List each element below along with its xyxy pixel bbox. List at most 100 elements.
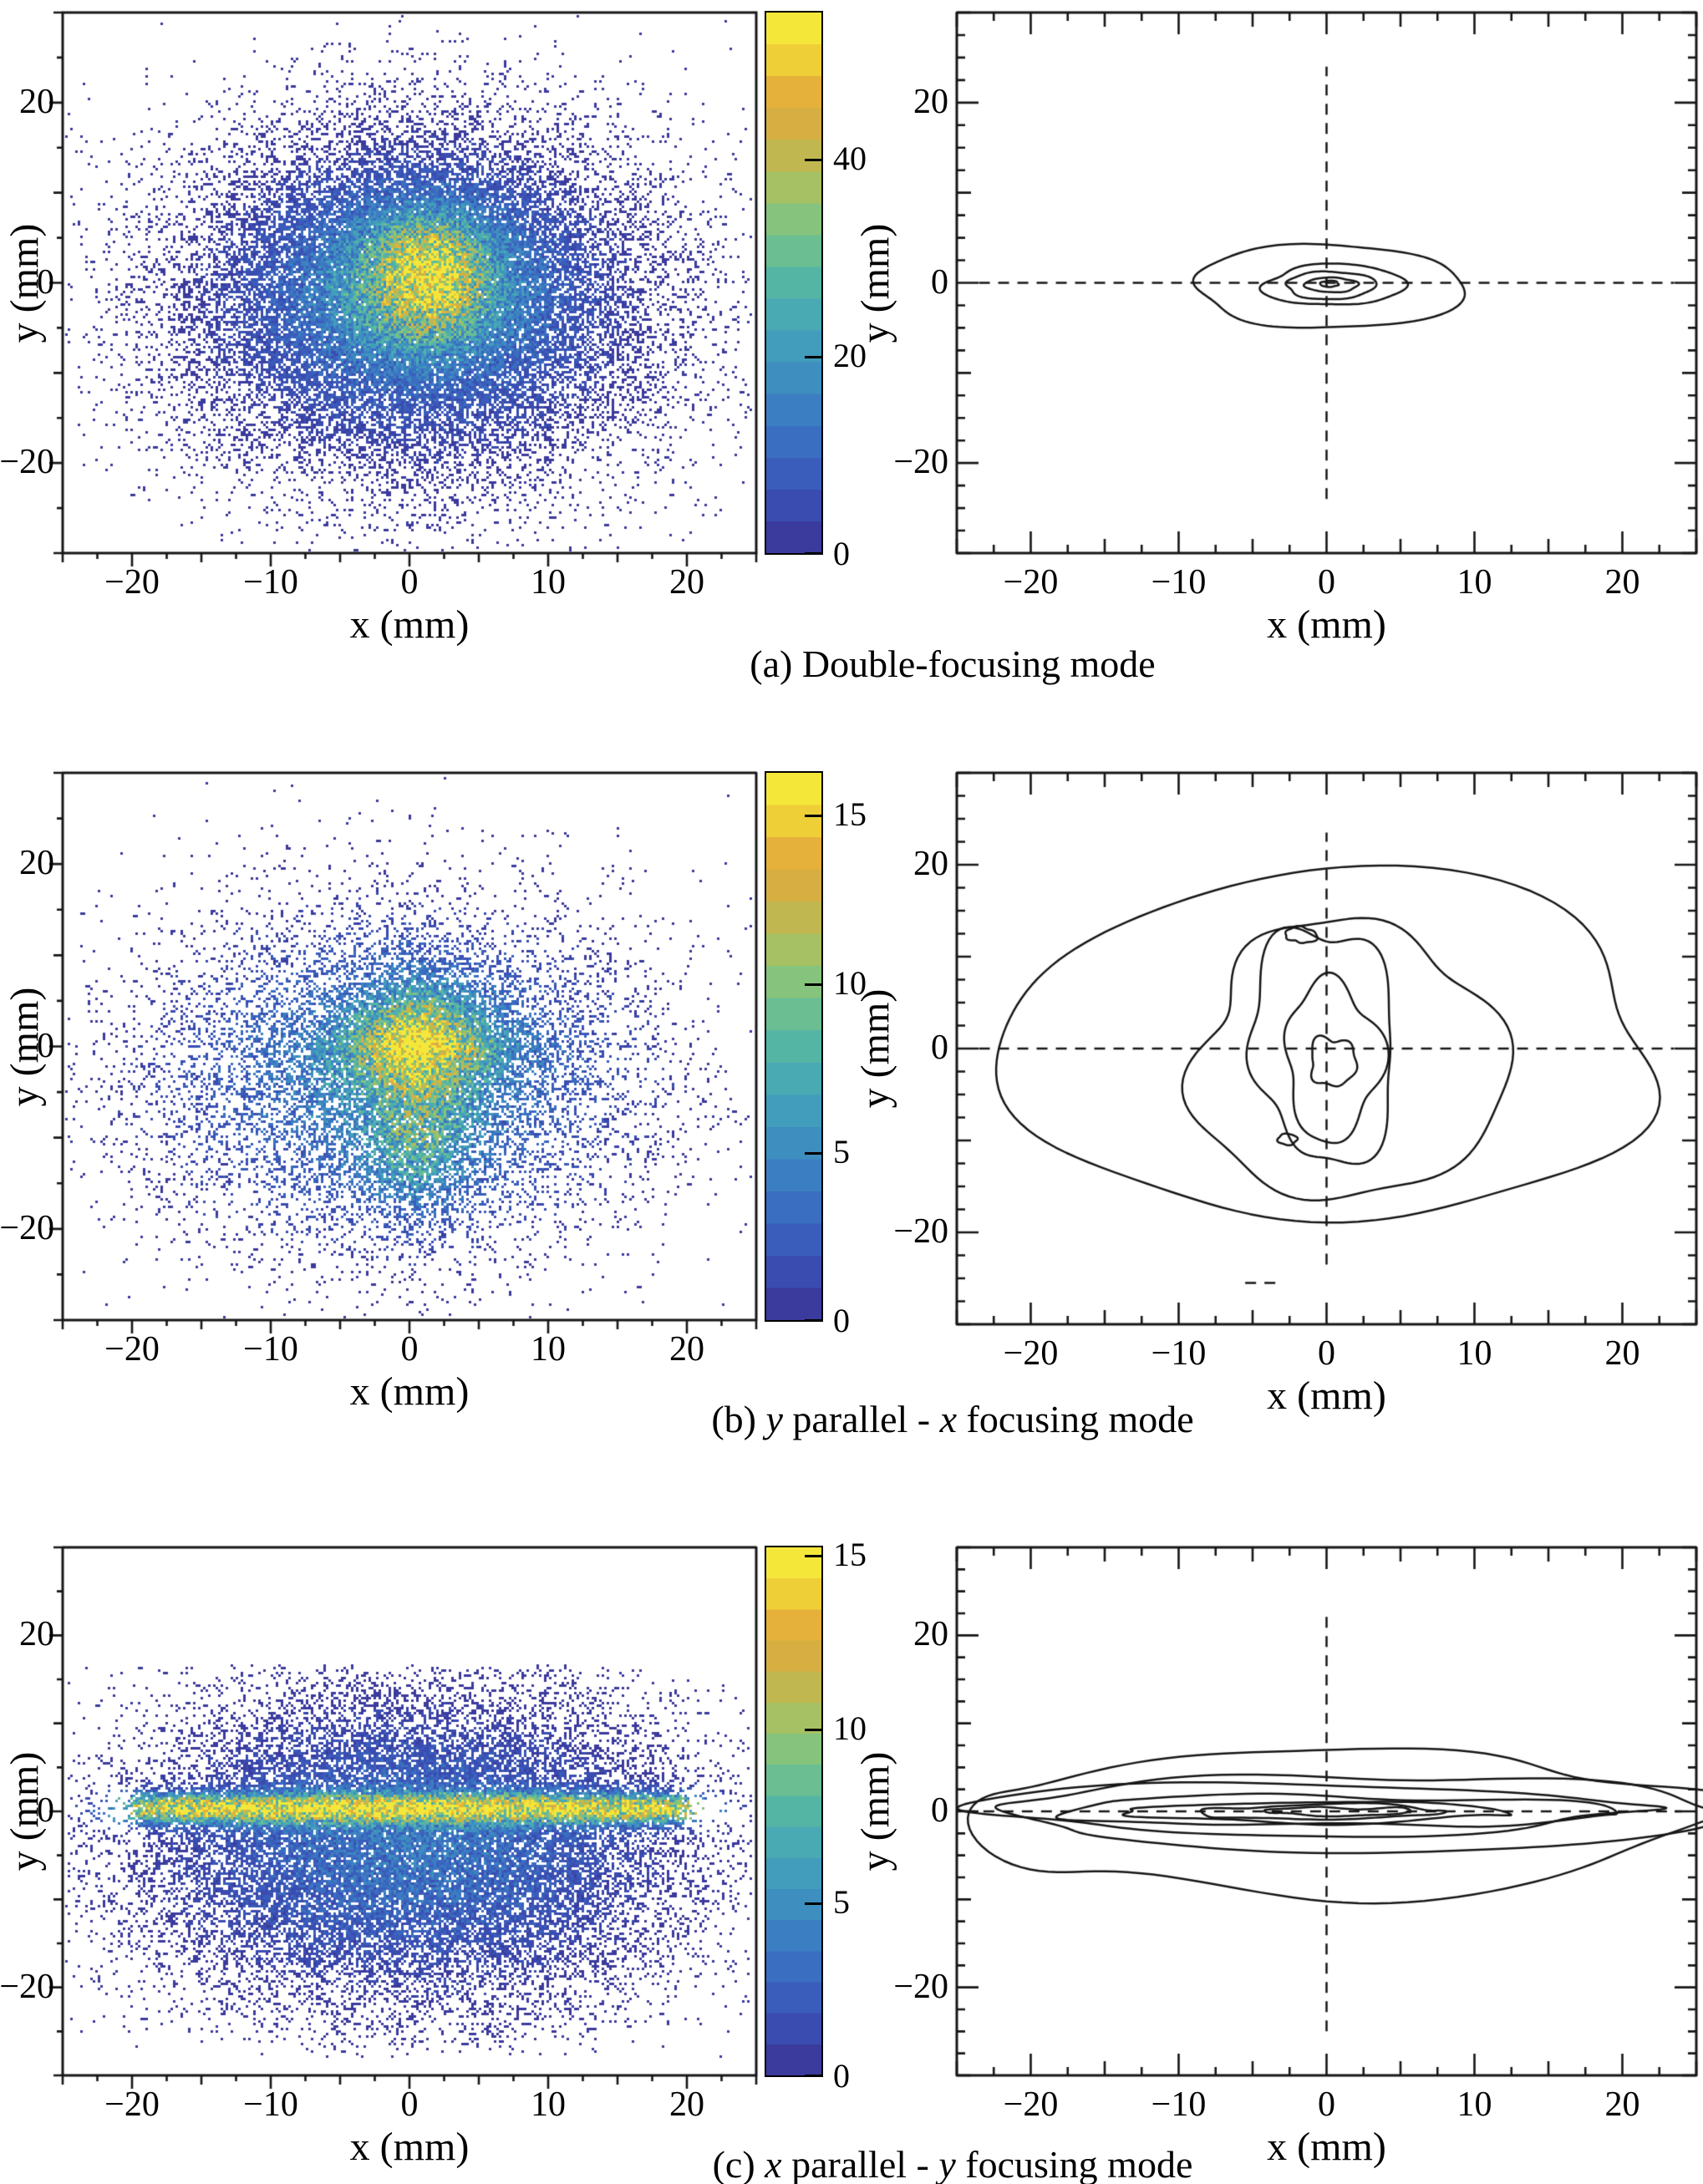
b-left-y-tick-label: −20 bbox=[0, 1208, 54, 1247]
a-left-colorbar-tick-label: 40 bbox=[833, 139, 867, 177]
c-right-x-tick-label: −20 bbox=[1003, 2085, 1059, 2124]
caption-part: focusing mode bbox=[955, 2143, 1193, 2184]
b-left-x-tick-label: 0 bbox=[400, 1330, 419, 1369]
caption-part: y bbox=[765, 1398, 783, 1440]
a-left-y-tick-label: 20 bbox=[19, 82, 54, 121]
c-right-y-tick-label: −20 bbox=[893, 1967, 948, 2006]
caption-b: (b) y parallel - x focusing mode bbox=[711, 1397, 1193, 1441]
a-left-colorbar-tick-label: 0 bbox=[833, 535, 850, 572]
b-right-y-axis-title: y (mm) bbox=[853, 988, 897, 1109]
b-left-y-tick-label: 20 bbox=[19, 844, 54, 883]
b-right-y-tick-label: 20 bbox=[913, 845, 948, 883]
a-right-y-tick-label: 20 bbox=[913, 82, 948, 121]
c-left-colorbar-tick bbox=[805, 1902, 823, 1906]
caption-part: parallel - bbox=[781, 2143, 939, 2184]
a-left-y-tick-label: −20 bbox=[0, 443, 54, 482]
a-right-x-tick-label: 20 bbox=[1604, 563, 1640, 602]
c-left-x-axis-title: x (mm) bbox=[349, 2125, 470, 2169]
a-left-x-tick-label: 0 bbox=[400, 563, 419, 602]
b-left-x-tick-label: −10 bbox=[243, 1330, 298, 1369]
a-left-x-tick-label: −10 bbox=[243, 563, 298, 602]
b-right-y-tick-label: −20 bbox=[893, 1212, 948, 1251]
c-left-x-tick-label: −20 bbox=[104, 2085, 160, 2124]
c-right-y-axis-title: y (mm) bbox=[853, 1751, 897, 1872]
a-right-x-tick-label: 0 bbox=[1318, 563, 1335, 602]
c-left-y-tick-label: 0 bbox=[37, 1791, 54, 1830]
c-left-x-tick-label: 10 bbox=[531, 2085, 566, 2124]
c-right-x-tick-label: −10 bbox=[1151, 2085, 1207, 2124]
c-left-colorbar-tick bbox=[805, 1555, 823, 1558]
b-right-y-tick-label: 0 bbox=[931, 1029, 948, 1067]
c-left-y-tick-label: −20 bbox=[0, 1967, 54, 2006]
b-left-colorbar-tick-label: 10 bbox=[833, 963, 867, 1002]
b-right-x-tick-label: −10 bbox=[1151, 1334, 1207, 1373]
b-left-colorbar bbox=[765, 771, 823, 1322]
caption-part: (b) bbox=[711, 1398, 766, 1440]
b-left-colorbar-tick-label: 0 bbox=[833, 1302, 850, 1339]
caption-part: y bbox=[938, 2143, 956, 2184]
a-right-y-axis-title: y (mm) bbox=[853, 223, 897, 343]
c-left-x-tick-label: 20 bbox=[669, 2085, 704, 2124]
c-left-colorbar bbox=[765, 1546, 823, 2077]
c-right-y-tick-label: 0 bbox=[931, 1791, 948, 1830]
c-left-x-tick-label: −10 bbox=[243, 2085, 298, 2124]
b-left-x-tick-label: 20 bbox=[669, 1330, 704, 1369]
a-right-x-tick-label: 10 bbox=[1456, 563, 1492, 602]
c-left-y-axis-title: y (mm) bbox=[3, 1751, 47, 1872]
a-right-x-axis-title: x (mm) bbox=[1267, 602, 1386, 647]
a-left-colorbar-tick bbox=[805, 158, 823, 161]
c-left-colorbar-tick-label: 15 bbox=[833, 1536, 867, 1574]
b-left-y-axis-title: y (mm) bbox=[3, 987, 47, 1106]
a-left-colorbar-tick bbox=[805, 552, 823, 555]
b-left-colorbar-tick-label: 5 bbox=[833, 1132, 850, 1171]
a-left-x-tick-label: −20 bbox=[104, 563, 160, 602]
caption-part: parallel - bbox=[782, 1398, 940, 1440]
c-left-colorbar-tick-label: 0 bbox=[833, 2057, 850, 2095]
b-right-x-tick-label: 20 bbox=[1604, 1334, 1640, 1373]
b-left-colorbar-tick-label: 15 bbox=[833, 795, 867, 833]
a-left-x-axis-title: x (mm) bbox=[349, 602, 470, 647]
c-right-x-tick-label: 20 bbox=[1604, 2085, 1640, 2124]
a-right-x-tick-label: −20 bbox=[1003, 563, 1059, 602]
b-left-x-tick-label: −20 bbox=[104, 1330, 160, 1369]
c-right-x-tick-label: 0 bbox=[1318, 2085, 1335, 2124]
a-right-y-tick-label: −20 bbox=[893, 443, 948, 482]
caption-part: x bbox=[939, 1398, 958, 1440]
c-right-x-axis-title: x (mm) bbox=[1267, 2125, 1386, 2169]
caption-part: (c) bbox=[712, 2143, 765, 2184]
caption-a: (a) Double-focusing mode bbox=[750, 642, 1155, 686]
a-left-x-tick-label: 10 bbox=[531, 563, 566, 602]
c-left-colorbar-tick-label: 10 bbox=[833, 1709, 867, 1748]
b-left-colorbar-tick bbox=[805, 814, 823, 817]
caption-part: x bbox=[765, 2143, 782, 2184]
a-left-y-tick-label: 0 bbox=[37, 262, 54, 302]
a-right-y-tick-label: 0 bbox=[931, 262, 948, 302]
c-left-y-tick-label: 20 bbox=[19, 1615, 54, 1654]
caption-part: focusing mode bbox=[957, 1398, 1194, 1440]
c-left-colorbar-tick bbox=[805, 2075, 823, 2077]
b-right-x-tick-label: 10 bbox=[1456, 1334, 1492, 1373]
a-left-colorbar-tick bbox=[805, 356, 823, 359]
b-left-colorbar-tick bbox=[805, 1151, 823, 1155]
caption-c: (c) x parallel - y focusing mode bbox=[713, 2142, 1193, 2184]
caption-part: (a) Double-focusing mode bbox=[750, 643, 1156, 685]
c-left-x-tick-label: 0 bbox=[400, 2085, 419, 2124]
c-left-colorbar-tick-label: 5 bbox=[833, 1883, 850, 1922]
c-left-colorbar-tick bbox=[805, 1729, 823, 1732]
a-left-colorbar-tick-label: 20 bbox=[833, 337, 867, 375]
b-right-x-tick-label: 0 bbox=[1318, 1334, 1335, 1373]
a-right-x-tick-label: −10 bbox=[1151, 563, 1207, 602]
b-left-colorbar-tick bbox=[805, 1319, 823, 1322]
b-left-colorbar-tick bbox=[805, 983, 823, 986]
b-left-x-axis-title: x (mm) bbox=[349, 1369, 470, 1414]
a-left-y-axis-title: y (mm) bbox=[3, 223, 47, 343]
c-right-y-tick-label: 20 bbox=[913, 1615, 948, 1654]
c-right-x-tick-label: 10 bbox=[1456, 2085, 1492, 2124]
b-left-y-tick-label: 0 bbox=[37, 1026, 54, 1065]
b-left-x-tick-label: 10 bbox=[531, 1330, 566, 1369]
a-left-colorbar bbox=[765, 11, 823, 555]
b-right-x-axis-title: x (mm) bbox=[1267, 1374, 1386, 1418]
a-left-x-tick-label: 20 bbox=[669, 563, 704, 602]
